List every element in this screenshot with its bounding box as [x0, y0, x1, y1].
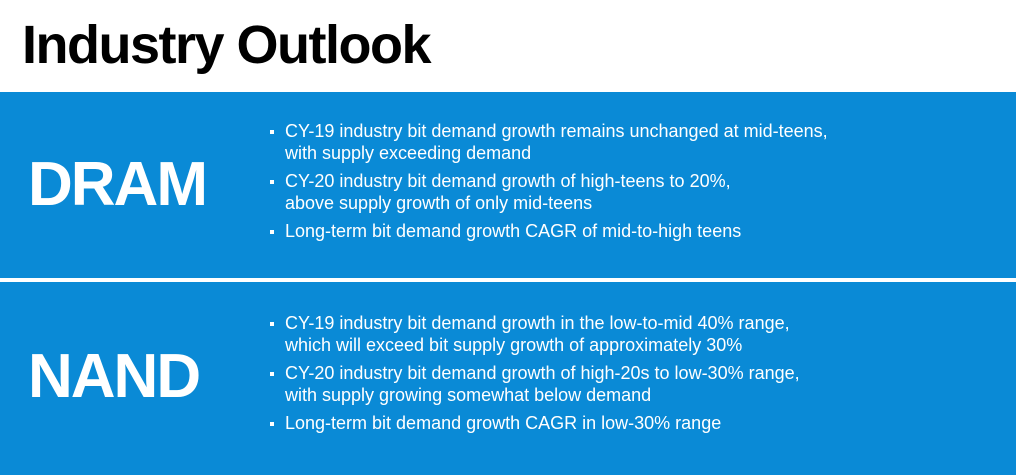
bullet-line: which will exceed bit supply growth of a… [285, 335, 743, 355]
bullet-line: Long-term bit demand growth CAGR of mid-… [285, 221, 742, 241]
nand-bullet-list: CY-19 industry bit demand growth in the … [268, 312, 800, 440]
dram-bullet-2: CY-20 industry bit demand growth of high… [268, 170, 828, 214]
bullet-line: above supply growth of only mid-teens [285, 193, 593, 213]
bullet-marker-icon [270, 180, 274, 184]
bullet-line: Long-term bit demand growth CAGR in low-… [285, 413, 722, 433]
dram-bullet-list: CY-19 industry bit demand growth remains… [268, 120, 828, 248]
bullet-line: CY-19 industry bit demand growth in the … [285, 313, 790, 333]
bullet-line: with supply growing somewhat below deman… [285, 385, 652, 405]
nand-bullet-2: CY-20 industry bit demand growth of high… [268, 362, 800, 406]
nand-bullet-1: CY-19 industry bit demand growth in the … [268, 312, 800, 356]
bullet-line: CY-20 industry bit demand growth of high… [285, 171, 731, 191]
page-title: Industry Outlook [22, 15, 432, 75]
nand-bullet-3: Long-term bit demand growth CAGR in low-… [268, 412, 800, 434]
bullet-line: CY-20 industry bit demand growth of high… [285, 363, 800, 383]
bullet-line: CY-19 industry bit demand growth remains… [285, 121, 828, 141]
bullet-marker-icon [270, 322, 274, 326]
dram-label: DRAM [28, 150, 208, 219]
bullet-marker-icon [270, 422, 274, 426]
nand-label: NAND [28, 342, 201, 411]
nand-section: NAND CY-19 industry bit demand growth in… [0, 282, 1016, 475]
bullet-marker-icon [270, 372, 274, 376]
bullet-marker-icon [270, 130, 274, 134]
dram-section: DRAM CY-19 industry bit demand growth re… [0, 92, 1016, 278]
dram-bullet-1: CY-19 industry bit demand growth remains… [268, 120, 828, 164]
section-divider [0, 278, 1016, 282]
dram-bullet-3: Long-term bit demand growth CAGR of mid-… [268, 220, 828, 242]
bullet-marker-icon [270, 230, 274, 234]
bullet-line: with supply exceeding demand [285, 143, 532, 163]
